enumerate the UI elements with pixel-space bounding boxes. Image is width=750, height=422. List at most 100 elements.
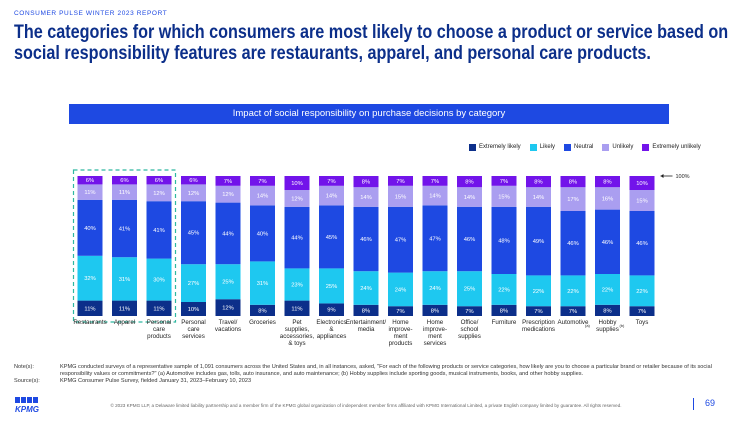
data-label: 17% [567,197,579,203]
bar-segment-unlikely [491,185,517,207]
category-footnote-marker: (a) [585,323,591,328]
bar-segment-unlikely [77,184,103,200]
bar-segment-extremely-unlikely [491,176,517,186]
report-label: CONSUMER PULSE WINTER 2023 REPORT [14,10,168,17]
bar-segment-extremely-unlikely [215,176,241,186]
bar-segment-neutral [629,211,655,276]
bar-segment-extremely-unlikely [181,176,206,185]
bar-segment-extremely-unlikely [388,176,413,186]
data-label: 31% [257,281,269,287]
bar-segment-extremely-likely [353,304,379,316]
legend-label: Extremely likely [479,144,521,150]
bar-segment-likely [250,261,275,305]
data-label: 8% [431,308,439,314]
data-label: 12% [222,192,234,198]
category-label-line: Groceries [249,319,276,326]
data-label: 46% [567,241,579,247]
svg-text:KPMG: KPMG [15,405,39,414]
category-label: Toys [636,319,649,326]
bar-segment-neutral [457,206,482,272]
bar-segment-neutral [388,206,413,273]
bar-segment-likely [284,268,310,301]
bar-segment-extremely-likely [112,300,137,316]
copyright-notice: © 2023 KPMG LLP, a Delaware limited liab… [110,403,622,408]
bar-segment-extremely-likely [284,300,310,316]
data-label: 11% [153,306,164,312]
category-label-line: supplies, [285,326,310,333]
bar-segment-extremely-unlikely [526,176,551,188]
category-label-line: Personal [181,319,205,326]
category-label-line: supplies [596,326,619,333]
bar-segment-extremely-likely [629,306,655,316]
legend-label: Neutral [574,144,594,150]
category-label-line: services [424,340,447,347]
category-label: Office/school supplies [458,319,481,340]
category-label-line: products [389,340,413,347]
data-label: 11% [84,306,95,312]
legend-item-extremely-likely: Extremely likely [469,143,521,151]
notes-text: KPMG conducted surveys of a representati… [60,364,712,377]
data-label: 46% [464,237,476,243]
data-label: 8% [569,180,577,186]
page-number-divider [693,398,694,410]
page-title: The categories for which consumers are m… [14,21,729,64]
category-label: Furniture [492,319,517,326]
data-label: 30% [153,278,165,284]
category-label-line: appliances [317,333,347,340]
category-label: Entertainment/media [346,319,387,333]
data-label: 10% [188,307,200,313]
highlight-box [72,169,177,323]
bar-segment-extremely-likely [181,302,206,316]
bar-segment-extremely-likely [250,304,275,316]
bar-segment-neutral [319,205,344,269]
data-label: 22% [498,287,510,293]
bar-segment-extremely-likely [491,304,517,316]
data-label: 14% [257,194,269,200]
bar-segment-extremely-likely [319,303,344,316]
bar-segment-extremely-unlikely [146,176,172,185]
bar-segment-likely [112,257,137,301]
data-label: 14% [429,194,441,200]
legend-item-extremely-unlikely: Extremely unlikely [642,143,701,151]
bar-segment-likely [526,275,551,307]
bar-segment-neutral [353,206,379,272]
bar-segment-likely [388,272,413,307]
page-title-line-1: The categories for which consumers are m… [14,21,729,43]
bar-segment-neutral [112,199,137,258]
bar-segment-extremely-unlikely [112,176,137,185]
bar-segment-unlikely [319,185,344,206]
bar-segment-likely [215,264,241,300]
bar-segment-extremely-unlikely [422,176,448,186]
category-label: Hobby supplies [596,319,619,333]
bar-segment-likely [319,268,344,304]
category-label-line: Pet [292,319,302,326]
data-label: 12% [222,306,234,312]
data-label: 40% [257,231,269,237]
data-label: 14% [326,194,338,200]
bar-segment-neutral [422,205,448,272]
data-label: 8% [500,308,508,314]
data-label: 41% [153,228,165,234]
data-label: 45% [326,235,338,241]
category-label-line: Electronics [316,319,346,326]
category-label: Prescription medications [522,319,555,333]
reference-label: 100% [676,174,690,180]
source-key: Source(s): [14,378,40,384]
data-label: 15% [395,194,407,200]
bar-segment-extremely-unlikely [457,176,482,188]
legend-item-likely: Likely [529,143,556,151]
bar-segment-extremely-likely [595,304,620,316]
data-label: 11% [119,306,130,312]
category-label-line: Restaurants [73,319,106,326]
data-label: 22% [567,289,579,295]
page-title-line-2: social responsibility features are resta… [14,42,651,64]
category-label-line: products [147,333,171,340]
category-label-line: accessories, [280,333,315,340]
data-label: 25% [464,287,476,293]
bar-segment-extremely-likely [388,306,413,316]
legend-label: Likely [539,144,556,150]
bar-segment-neutral [250,205,275,262]
bar-segment-extremely-likely [215,299,241,316]
category-label-line: school [461,326,479,333]
data-label: 7% [224,179,232,185]
